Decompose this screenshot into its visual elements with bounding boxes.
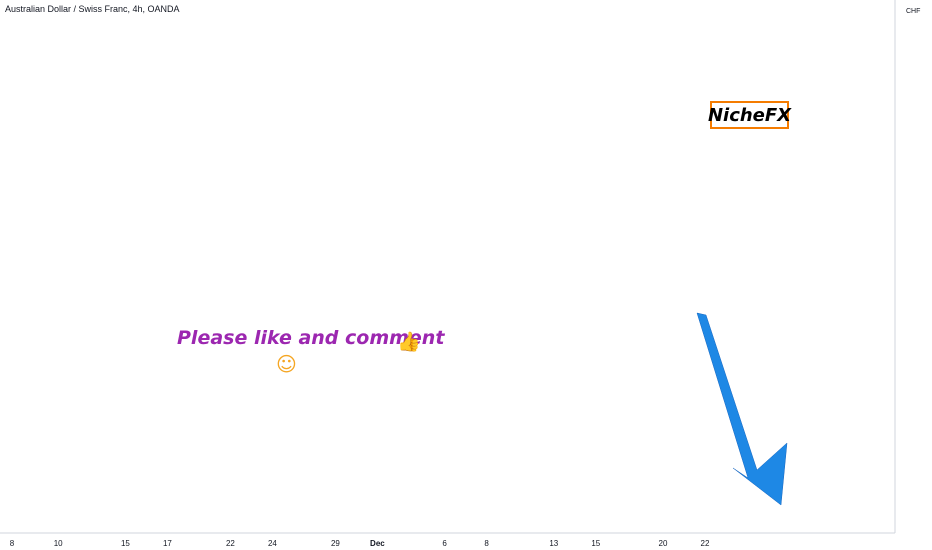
x-tick-label: 20 — [659, 539, 668, 548]
x-tick-label: 17 — [163, 539, 172, 548]
time-axis[interactable]: 8 10 15 17 22 24 29 Dec 6 8 13 15 20 22 — [0, 532, 932, 550]
arrow-shape — [696, 312, 788, 506]
x-tick-label: 15 — [591, 539, 600, 548]
forecast-arrow[interactable] — [696, 312, 788, 506]
x-tick-label: 8 — [484, 539, 489, 548]
x-tick-label: 22 — [701, 539, 710, 548]
x-tick-label: 8 — [10, 539, 15, 548]
chart-title: Australian Dollar / Swiss Franc, 4h, OAN… — [5, 4, 180, 14]
x-tick-label: 10 — [54, 539, 63, 548]
x-tick-label: 13 — [549, 539, 558, 548]
x-tick-label: Dec — [370, 539, 385, 548]
x-tick-label: 6 — [442, 539, 447, 548]
like-comment-text[interactable]: Please like and comment — [177, 327, 445, 349]
x-tick-label: 15 — [121, 539, 130, 548]
time-axis-background — [0, 533, 932, 550]
x-tick-label: 22 — [226, 539, 235, 548]
nichefx-label[interactable]: NicheFX — [708, 101, 791, 129]
axis-currency-label: CHF — [906, 8, 921, 15]
smiley-icon: ☺ — [276, 352, 297, 376]
thumbs-up-icon: 👍 — [397, 331, 421, 353]
axis-background — [895, 0, 932, 550]
x-tick-label: 29 — [331, 539, 340, 548]
price-axis[interactable] — [894, 0, 932, 550]
x-tick-label: 24 — [268, 539, 277, 548]
